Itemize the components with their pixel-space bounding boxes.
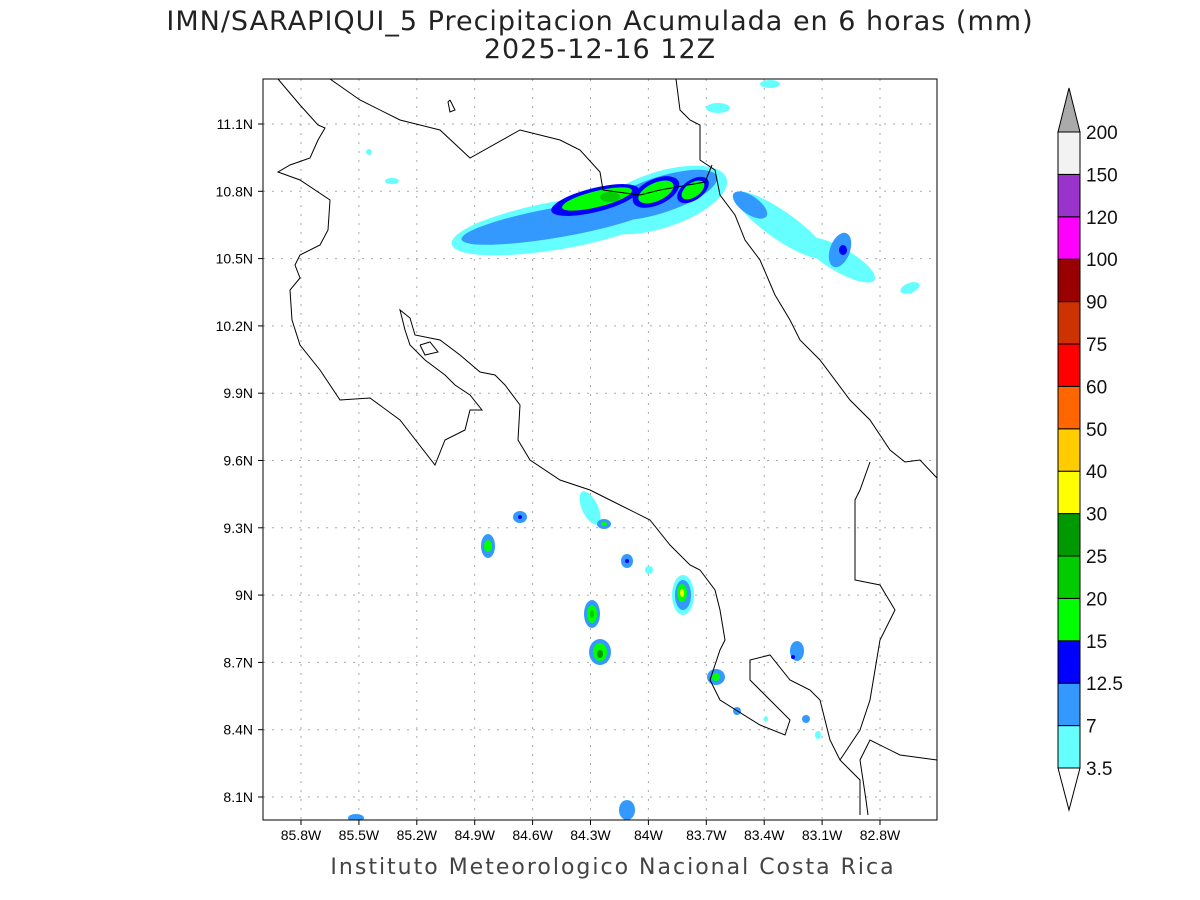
colorbar-swatch [1057,428,1081,472]
colorbar-level-label: 150 [1086,165,1118,186]
lat-tick-label: 8.4N [223,722,253,738]
lon-tick-label: 84.3W [570,827,611,843]
colorbar-swatch [1057,173,1081,218]
lon-tick-label: 84.6W [512,827,553,843]
coastlines [276,79,937,816]
grid-lines [263,79,937,820]
axis-labels: 85.8W 85.5W 85.2W 84.9W 84.6W 84.3W 84W 83.7W 83… [216,116,901,843]
colorbar-level-label: 100 [1086,250,1118,271]
lon-tick-label: 84W [634,827,664,843]
lat-tick-label: 9.6N [223,453,253,469]
colorbar-swatch [1057,555,1081,599]
colorbar-swatch [1057,343,1081,387]
colorbar-swatch [1057,640,1081,684]
lat-tick-label: 9N [235,587,253,603]
colorbar-level-label: 200 [1086,123,1118,144]
colorbar-level-label: 7 [1086,717,1097,738]
colorbar-level-label: 20 [1086,589,1107,610]
lon-tick-label: 85.2W [397,827,438,843]
colorbar-level-label: 12.5 [1086,674,1123,695]
colorbar-legend: 3.5 7 12.5 15 20 25 30 40 50 60 75 90 100 120 150 200 [1057,87,1123,812]
lat-tick-label: 9.3N [223,520,253,536]
colorbar-level-label: 15 [1086,632,1107,653]
lat-tick-label: 10.5N [216,251,253,267]
precipitation-field [348,80,920,820]
lon-tick-label: 82.8W [860,827,901,843]
colorbar-level-label: 30 [1086,505,1107,526]
lon-tick-label: 83.1W [802,827,843,843]
colorbar-swatch [1057,597,1081,642]
lat-tick-label: 8.1N [223,789,253,805]
lon-tick-label: 84.9W [454,827,495,843]
lat-tick-label: 11.1N [217,116,253,132]
colorbar-swatch [1057,470,1081,515]
colorbar-level-label: 50 [1086,420,1107,441]
colorbar-level-label: 25 [1086,547,1107,568]
lat-tick-label: 8.7N [223,654,253,670]
colorbar-swatch [1057,301,1081,345]
colorbar-level-label: 60 [1086,377,1107,398]
map-frame [262,78,938,821]
colorbar-swatch [1057,682,1081,727]
lon-tick-label: 85.5W [339,827,380,843]
colorbar-swatch [1057,513,1081,557]
map-title: IMN/SARAPIQUI_5 Precipitacion Acumulada … [166,6,1034,37]
colorbar-swatch [1057,725,1081,769]
lat-tick-label: 10.2N [216,318,253,334]
colorbar-over-arrow [1057,87,1081,133]
colorbar-level-label: 120 [1086,208,1118,229]
colorbar-level-label: 40 [1086,462,1107,483]
lon-tick-label: 83.7W [686,827,727,843]
colorbar-swatch [1057,258,1081,303]
footer-credit: Instituto Meteorologico Nacional Costa R… [330,855,896,880]
map-subtitle: 2025-12-16 12Z [483,34,717,65]
colorbar-level-label: 3.5 [1086,759,1112,780]
lon-tick-label: 83.4W [744,827,785,843]
colorbar-level-label: 75 [1086,335,1107,356]
colorbar-under-arrow [1057,767,1081,812]
lat-tick-label: 9.9N [223,385,253,401]
lat-tick-label: 10.8N [216,183,253,199]
colorbar-level-label: 90 [1086,293,1107,314]
colorbar-swatch [1057,385,1081,430]
colorbar-swatch [1057,216,1081,260]
lon-tick-label: 85.8W [281,827,322,843]
colorbar-swatch [1057,131,1081,175]
